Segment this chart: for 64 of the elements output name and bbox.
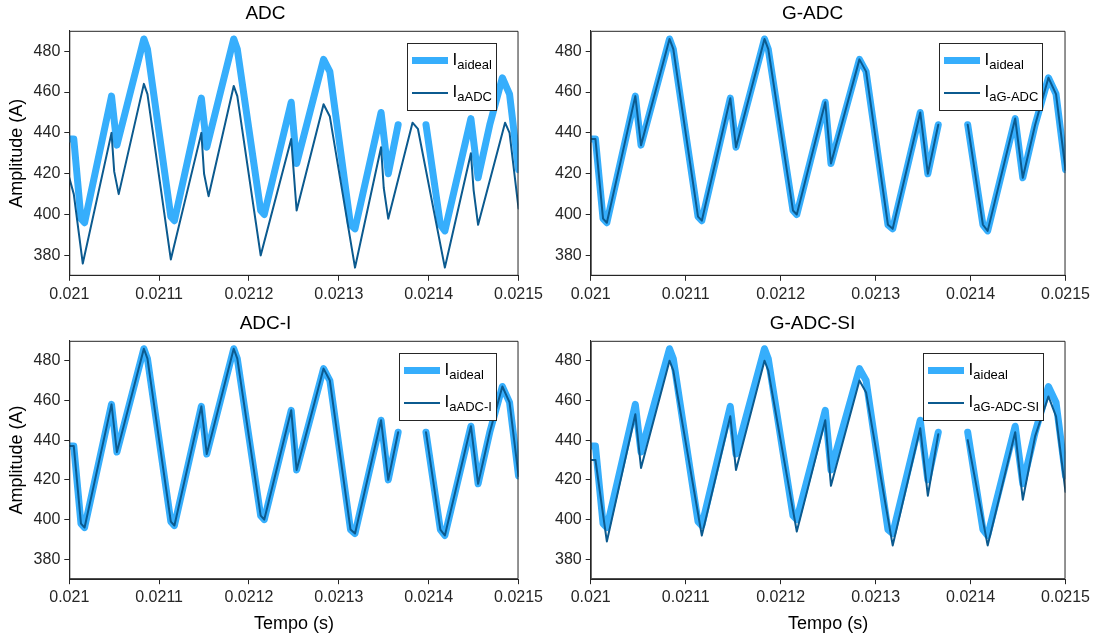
y-tick-label: 440 xyxy=(554,430,582,448)
y-tick-label: 480 xyxy=(33,351,61,369)
legend-label: I$_{aADC}$ xyxy=(452,81,492,104)
chart-title: ADC-I xyxy=(239,311,292,333)
legend-label: I$_{aideal}$ xyxy=(444,359,484,382)
legend-label: I$_{aideal}$ xyxy=(984,49,1024,72)
legend-label: I$_{aADC-I}$ xyxy=(444,391,492,414)
chart-title: G-ADC-SI xyxy=(769,311,856,333)
x-tick-label: 0.0211 xyxy=(135,588,184,606)
y-tick-label: 400 xyxy=(554,204,582,222)
y-tick-label: 440 xyxy=(33,430,61,448)
y-tick-label: 460 xyxy=(554,82,582,100)
y-tick-label: 460 xyxy=(554,390,582,408)
y-tick-label: 480 xyxy=(554,41,582,59)
y-tick-label: 480 xyxy=(33,41,61,59)
y-tick-label: 400 xyxy=(554,510,582,528)
x-tick-label: 0.0214 xyxy=(946,588,996,606)
y-tick-label: 440 xyxy=(33,123,61,141)
chart-title: G-ADC xyxy=(781,1,844,23)
y-axis-title: Amplitude (A) xyxy=(5,98,26,208)
x-tick-label: 0.0212 xyxy=(756,588,806,606)
x-tick-label: 0.021 xyxy=(49,588,90,606)
legend-label: I$_{aideal}$ xyxy=(968,359,1008,382)
x-tick-label: 0.0213 xyxy=(314,588,364,606)
y-tick-label: 420 xyxy=(33,164,61,182)
y-tick-label: 380 xyxy=(554,245,582,263)
x-tick-label: 0.0211 xyxy=(661,588,710,606)
y-tick-label: 400 xyxy=(33,510,61,528)
x-axis-title: Tempo (s) xyxy=(788,613,869,634)
y-tick-label: 440 xyxy=(554,123,582,141)
x-tick-label: 0.0215 xyxy=(494,588,544,606)
x-tick-label: 0.0213 xyxy=(851,588,901,606)
legend-label: I$_{aG-ADC}$ xyxy=(984,81,1039,104)
x-tick-label: 0.0211 xyxy=(135,284,184,302)
x-tick-label: 0.0214 xyxy=(946,284,996,302)
x-tick-label: 0.0211 xyxy=(661,284,710,302)
x-tick-label: 0.021 xyxy=(570,284,611,302)
x-tick-label: 0.0215 xyxy=(1041,588,1091,606)
x-tick-label: 0.0215 xyxy=(1041,284,1091,302)
y-axis-title: Amplitude (A) xyxy=(5,405,26,515)
y-tick-label: 420 xyxy=(33,470,61,488)
y-tick-label: 380 xyxy=(33,549,61,567)
legend-label: I$_{aG-ADC-SI}$ xyxy=(968,391,1039,414)
x-tick-label: 0.0213 xyxy=(851,284,901,302)
x-tick-label: 0.0212 xyxy=(756,284,806,302)
x-tick-label: 0.0213 xyxy=(314,284,364,302)
x-tick-label: 0.021 xyxy=(49,284,90,302)
y-tick-label: 460 xyxy=(33,82,61,100)
x-tick-label: 0.0212 xyxy=(224,588,274,606)
y-tick-label: 420 xyxy=(554,470,582,488)
x-axis-title: Tempo (s) xyxy=(253,613,334,634)
y-tick-label: 460 xyxy=(33,390,61,408)
chart-title: ADC xyxy=(245,1,286,23)
x-tick-label: 0.0212 xyxy=(224,284,274,302)
x-tick-label: 0.0214 xyxy=(404,284,454,302)
x-tick-label: 0.021 xyxy=(570,588,611,606)
y-tick-label: 480 xyxy=(554,351,582,369)
y-tick-label: 380 xyxy=(33,245,61,263)
y-tick-label: 420 xyxy=(554,164,582,182)
y-tick-label: 380 xyxy=(554,549,582,567)
x-tick-label: 0.0214 xyxy=(404,588,454,606)
legend-label: I$_{aideal}$ xyxy=(452,49,492,72)
x-tick-label: 0.0215 xyxy=(494,284,544,302)
y-tick-label: 400 xyxy=(33,204,61,222)
